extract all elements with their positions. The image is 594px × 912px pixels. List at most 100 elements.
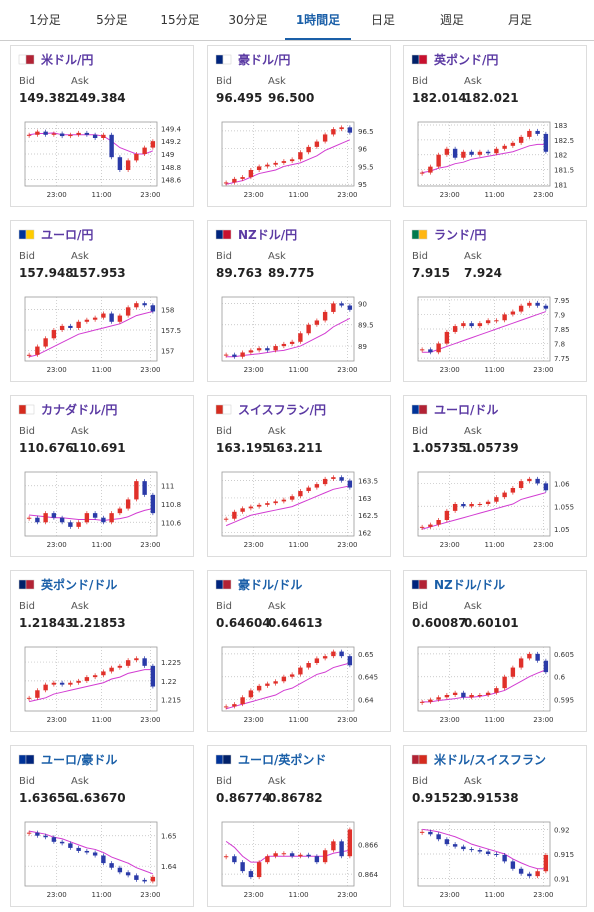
currency-card[interactable]: NZドル/ドル Bid Ask 0.60087 0.60101 0.605 0.6 0.595… xyxy=(403,570,587,732)
candle xyxy=(117,157,123,170)
candle xyxy=(436,834,441,840)
pair-title: 豪ドル/円 xyxy=(238,52,290,67)
y-tick-label: 1.215 xyxy=(161,697,181,705)
currency-card[interactable]: 英ポンド/ドル Bid Ask 1.21843 1.21853 1.225 1.22 1.21… xyxy=(10,570,194,732)
tab[interactable]: 週足 xyxy=(439,13,464,27)
ask-price: 0.91538 xyxy=(464,791,519,805)
candle xyxy=(51,837,57,842)
candle xyxy=(35,517,40,523)
candle xyxy=(265,164,270,167)
flag xyxy=(411,229,420,240)
candle xyxy=(240,177,245,179)
flag xyxy=(418,754,428,765)
candle xyxy=(26,354,32,356)
currency-card[interactable]: 米ドル/円 Bid Ask 149.382 149.384 149.4 149.2 149 14… xyxy=(10,45,194,207)
candle xyxy=(101,671,106,676)
tab[interactable]: 1分足 xyxy=(29,13,61,27)
candle xyxy=(469,849,474,851)
currency-card[interactable]: NZドル/円 Bid Ask 89.763 89.775 90 89.5 89 23:00 11:… xyxy=(207,220,391,382)
candle xyxy=(314,141,320,147)
ask-label: Ask xyxy=(71,251,89,262)
x-tick-label: 23:00 xyxy=(337,366,357,374)
candle xyxy=(109,863,114,868)
y-tick-label: 111 xyxy=(161,483,174,491)
ask-price: 149.384 xyxy=(71,91,126,105)
x-tick-label: 11:00 xyxy=(484,191,504,199)
currency-card[interactable]: スイスフラン/円 Bid Ask 163.195 163.211 163.5 163 162.… xyxy=(207,395,391,557)
candle xyxy=(76,321,81,328)
x-tick-label: 23:00 xyxy=(244,891,264,899)
flag xyxy=(215,404,224,415)
candle xyxy=(502,854,507,862)
currency-card[interactable]: ユーロ/ドル Bid Ask 1.05735 1.05739 1.06 1.055 1.05 2… xyxy=(403,395,587,557)
currency-card[interactable]: ユーロ/豪ドル Bid Ask 1.63656 1.63670 1.65 1.64 23:00… xyxy=(10,745,194,907)
candle xyxy=(428,524,433,527)
y-tick-label: 182 xyxy=(554,152,567,160)
currency-card[interactable]: 英ポンド/円 Bid Ask 182.014 182.021 183 182.5 182 181… xyxy=(403,45,587,207)
bid-price: 1.05735 xyxy=(412,441,467,455)
currency-card[interactable]: ユーロ/円 Bid Ask 157.948 157.953 158 157.5 157 23:0… xyxy=(10,220,194,382)
candle xyxy=(477,323,483,327)
ask-price: 1.63670 xyxy=(71,791,126,805)
tab[interactable]: 月足 xyxy=(507,13,532,27)
candle xyxy=(452,504,458,511)
currency-card[interactable]: 豪ドル/円 Bid Ask 96.495 96.500 96.5 96 95.5 95 23:00… xyxy=(207,45,391,207)
tab[interactable]: 5分足 xyxy=(96,13,128,27)
ask-label: Ask xyxy=(464,776,482,787)
candle xyxy=(502,676,507,689)
flag xyxy=(411,404,420,415)
x-tick-label: 11:00 xyxy=(484,541,504,549)
tab[interactable]: 日足 xyxy=(370,13,395,27)
x-tick-label: 23:00 xyxy=(440,891,460,899)
candle xyxy=(419,526,425,528)
y-tick-label: 163.5 xyxy=(358,478,378,486)
candle xyxy=(494,497,499,502)
bid-price: 89.763 xyxy=(216,266,262,280)
candle xyxy=(494,688,499,693)
y-tick-label: 1.055 xyxy=(554,503,574,511)
currency-card[interactable]: 豪ドル/ドル Bid Ask 0.64604 0.64613 0.65 0.645 0.64 2… xyxy=(207,570,391,732)
candle xyxy=(322,311,328,321)
candle xyxy=(535,478,540,484)
candle xyxy=(436,520,441,525)
candle xyxy=(59,517,65,523)
candle xyxy=(150,494,156,514)
pair-title: ユーロ/ドル xyxy=(434,403,498,417)
candle xyxy=(84,319,90,322)
tab[interactable]: 30分足 xyxy=(228,13,268,27)
candle xyxy=(485,151,491,154)
candle xyxy=(35,832,40,836)
x-tick-label: 23:00 xyxy=(533,191,553,199)
y-tick-label: 0.65 xyxy=(358,651,374,659)
y-tick-label: 7.8 xyxy=(554,341,565,349)
candle xyxy=(331,129,336,135)
candle xyxy=(469,504,474,507)
candle xyxy=(461,151,466,158)
ask-price: 89.775 xyxy=(268,266,314,280)
candle xyxy=(92,513,98,518)
candle xyxy=(101,134,106,138)
candle xyxy=(35,690,40,698)
candle xyxy=(101,855,106,864)
x-tick-label: 11:00 xyxy=(288,366,308,374)
ask-price: 110.691 xyxy=(71,441,126,455)
currency-card[interactable]: カナダドル/円 Bid Ask 110.676 110.691 111 110.8 110.6… xyxy=(10,395,194,557)
currency-card[interactable]: 米ドル/スイスフラン Bid Ask 0.91523 0.91538 0.92 0.915 0… xyxy=(403,745,587,907)
currency-card[interactable]: ユーロ/英ポンド Bid Ask 0.86774 0.86782 0.866 0.864 23… xyxy=(207,745,391,907)
x-tick-label: 23:00 xyxy=(140,366,160,374)
candle xyxy=(248,350,254,353)
candle xyxy=(281,853,287,855)
ask-price: 0.64613 xyxy=(268,616,323,630)
tab[interactable]: 15分足 xyxy=(160,13,200,27)
currency-card[interactable]: ランド/円 Bid Ask 7.915 7.924 7.95 7.9 7.85 7.8 7.75 2… xyxy=(403,220,587,382)
candle xyxy=(281,161,287,163)
candle xyxy=(339,303,344,306)
bid-price: 0.91523 xyxy=(412,791,467,805)
tab[interactable]: 1時間足 xyxy=(285,0,351,40)
candle xyxy=(494,854,499,855)
y-tick-label: 1.05 xyxy=(554,526,570,534)
ask-label: Ask xyxy=(464,76,482,87)
candle xyxy=(117,665,123,668)
candle xyxy=(232,354,237,357)
